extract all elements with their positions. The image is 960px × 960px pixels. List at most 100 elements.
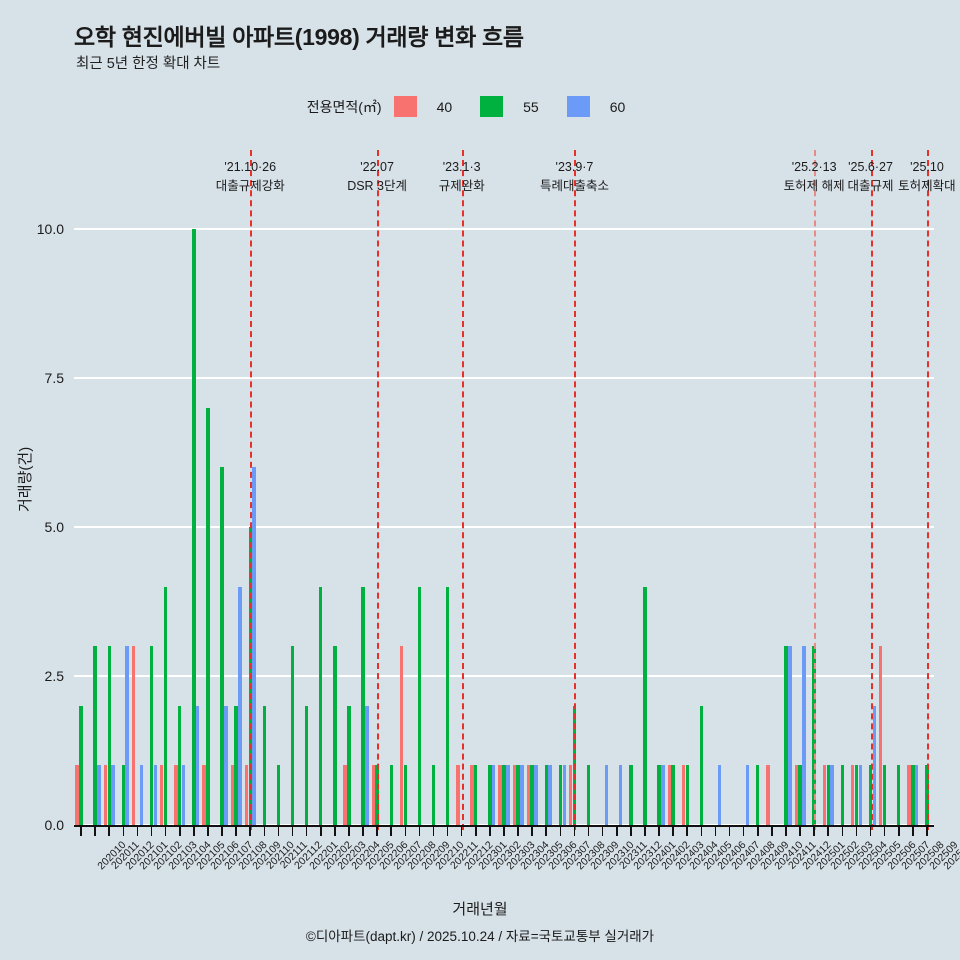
gridline <box>74 525 934 529</box>
bar <box>558 765 563 825</box>
bar <box>534 765 538 825</box>
bar <box>897 765 901 825</box>
bar <box>629 765 633 825</box>
y-tick-label: 0.0 <box>44 817 64 833</box>
bar <box>107 646 111 825</box>
annotation-line <box>250 150 253 830</box>
annotation-line <box>870 150 873 830</box>
annotation-date: '21.10·26 <box>224 160 277 174</box>
annotation-text: 토허제 해제 <box>783 178 845 193</box>
x-tick <box>193 827 195 836</box>
bar <box>375 765 379 825</box>
bar <box>290 646 295 825</box>
annotation-text: 대출규제 <box>847 178 894 193</box>
bar <box>103 765 108 825</box>
x-tick <box>94 827 96 836</box>
bar <box>586 765 591 825</box>
x-tick <box>841 827 844 836</box>
bar <box>234 705 238 825</box>
annotation-date: '23.1·3 <box>442 160 481 174</box>
y-tick-label: 10.0 <box>36 220 64 237</box>
bar <box>882 765 887 825</box>
x-tick <box>277 827 280 836</box>
annotation-date: '25.10 <box>910 160 944 174</box>
x-tick <box>728 827 731 836</box>
bar <box>756 765 760 825</box>
x-tick <box>446 827 449 836</box>
x-tick <box>686 827 689 836</box>
x-tick <box>305 827 308 836</box>
x-tick <box>249 827 252 836</box>
x-axis-line <box>74 825 934 828</box>
bar <box>699 705 704 825</box>
x-tick <box>714 827 717 836</box>
x-tick <box>334 827 336 836</box>
bar <box>403 765 407 825</box>
gridline <box>74 227 934 231</box>
x-tick <box>545 827 548 836</box>
bar <box>220 467 224 825</box>
legend-label-55: 55 <box>523 98 539 115</box>
annotation-label: '25.2·13 토허제 해제 <box>784 158 845 196</box>
bar <box>371 765 375 825</box>
bar <box>745 765 750 825</box>
x-tick <box>432 827 435 836</box>
x-tick <box>700 827 703 836</box>
y-tick-label: 5.0 <box>44 518 64 535</box>
bar <box>195 705 200 825</box>
bar <box>685 765 689 825</box>
bar <box>822 765 827 825</box>
annotation-text: 규제완화 <box>438 178 485 193</box>
legend-swatch-55 <box>480 96 504 117</box>
bar <box>568 765 573 825</box>
legend-entry-55[interactable]: 55 <box>480 96 561 117</box>
bar <box>618 765 623 825</box>
x-tick <box>207 827 209 836</box>
bar <box>850 765 855 825</box>
bar <box>840 765 845 825</box>
bar <box>661 765 665 825</box>
x-tick <box>785 827 787 836</box>
legend-title: 전용면적(㎡) <box>306 98 382 115</box>
x-tick <box>235 827 237 836</box>
x-tick <box>912 827 914 836</box>
annotation-line <box>926 150 929 830</box>
annotation-date: '25.2·13 <box>791 160 837 174</box>
bar <box>488 765 492 825</box>
bar <box>830 765 834 825</box>
bar <box>604 765 609 825</box>
bar <box>399 646 404 825</box>
chart-footer: ©디아파트(dapt.kr) / 2025.10.24 / 자료=국토교통부 실… <box>305 929 655 944</box>
annotation-date: '23.9·7 <box>555 160 594 174</box>
annotation-label: '21.10·26 대출규제강화 <box>216 158 285 196</box>
bar <box>516 765 520 825</box>
bar <box>121 765 126 825</box>
x-tick <box>418 827 421 836</box>
annotation-text: DSR 3단계 <box>347 178 408 193</box>
bar <box>717 765 722 825</box>
chart-title: 오학 현진에버빌 아파트(1998) 거래량 변화 흐름 <box>74 24 524 50</box>
bar <box>304 705 309 825</box>
y-tick-label: 7.5 <box>44 369 64 386</box>
legend-entry-40[interactable]: 40 <box>393 96 475 117</box>
x-tick <box>319 827 322 836</box>
bar <box>192 228 196 825</box>
bar <box>262 705 267 825</box>
legend-swatch-60 <box>566 96 590 117</box>
legend-entry-60[interactable]: 60 <box>566 96 648 117</box>
bar <box>174 765 178 825</box>
bar <box>520 765 524 825</box>
x-tick <box>108 827 111 836</box>
x-tick <box>926 827 928 836</box>
x-tick <box>756 827 759 836</box>
annotation-label: '22.07 DSR 3단계 <box>347 158 407 196</box>
annotation-text: 특례대출축소 <box>539 178 609 193</box>
bar <box>798 765 802 825</box>
bar <box>276 765 281 825</box>
bar <box>431 765 436 825</box>
bar <box>206 407 210 825</box>
bar <box>202 765 206 825</box>
x-tick <box>475 827 477 836</box>
